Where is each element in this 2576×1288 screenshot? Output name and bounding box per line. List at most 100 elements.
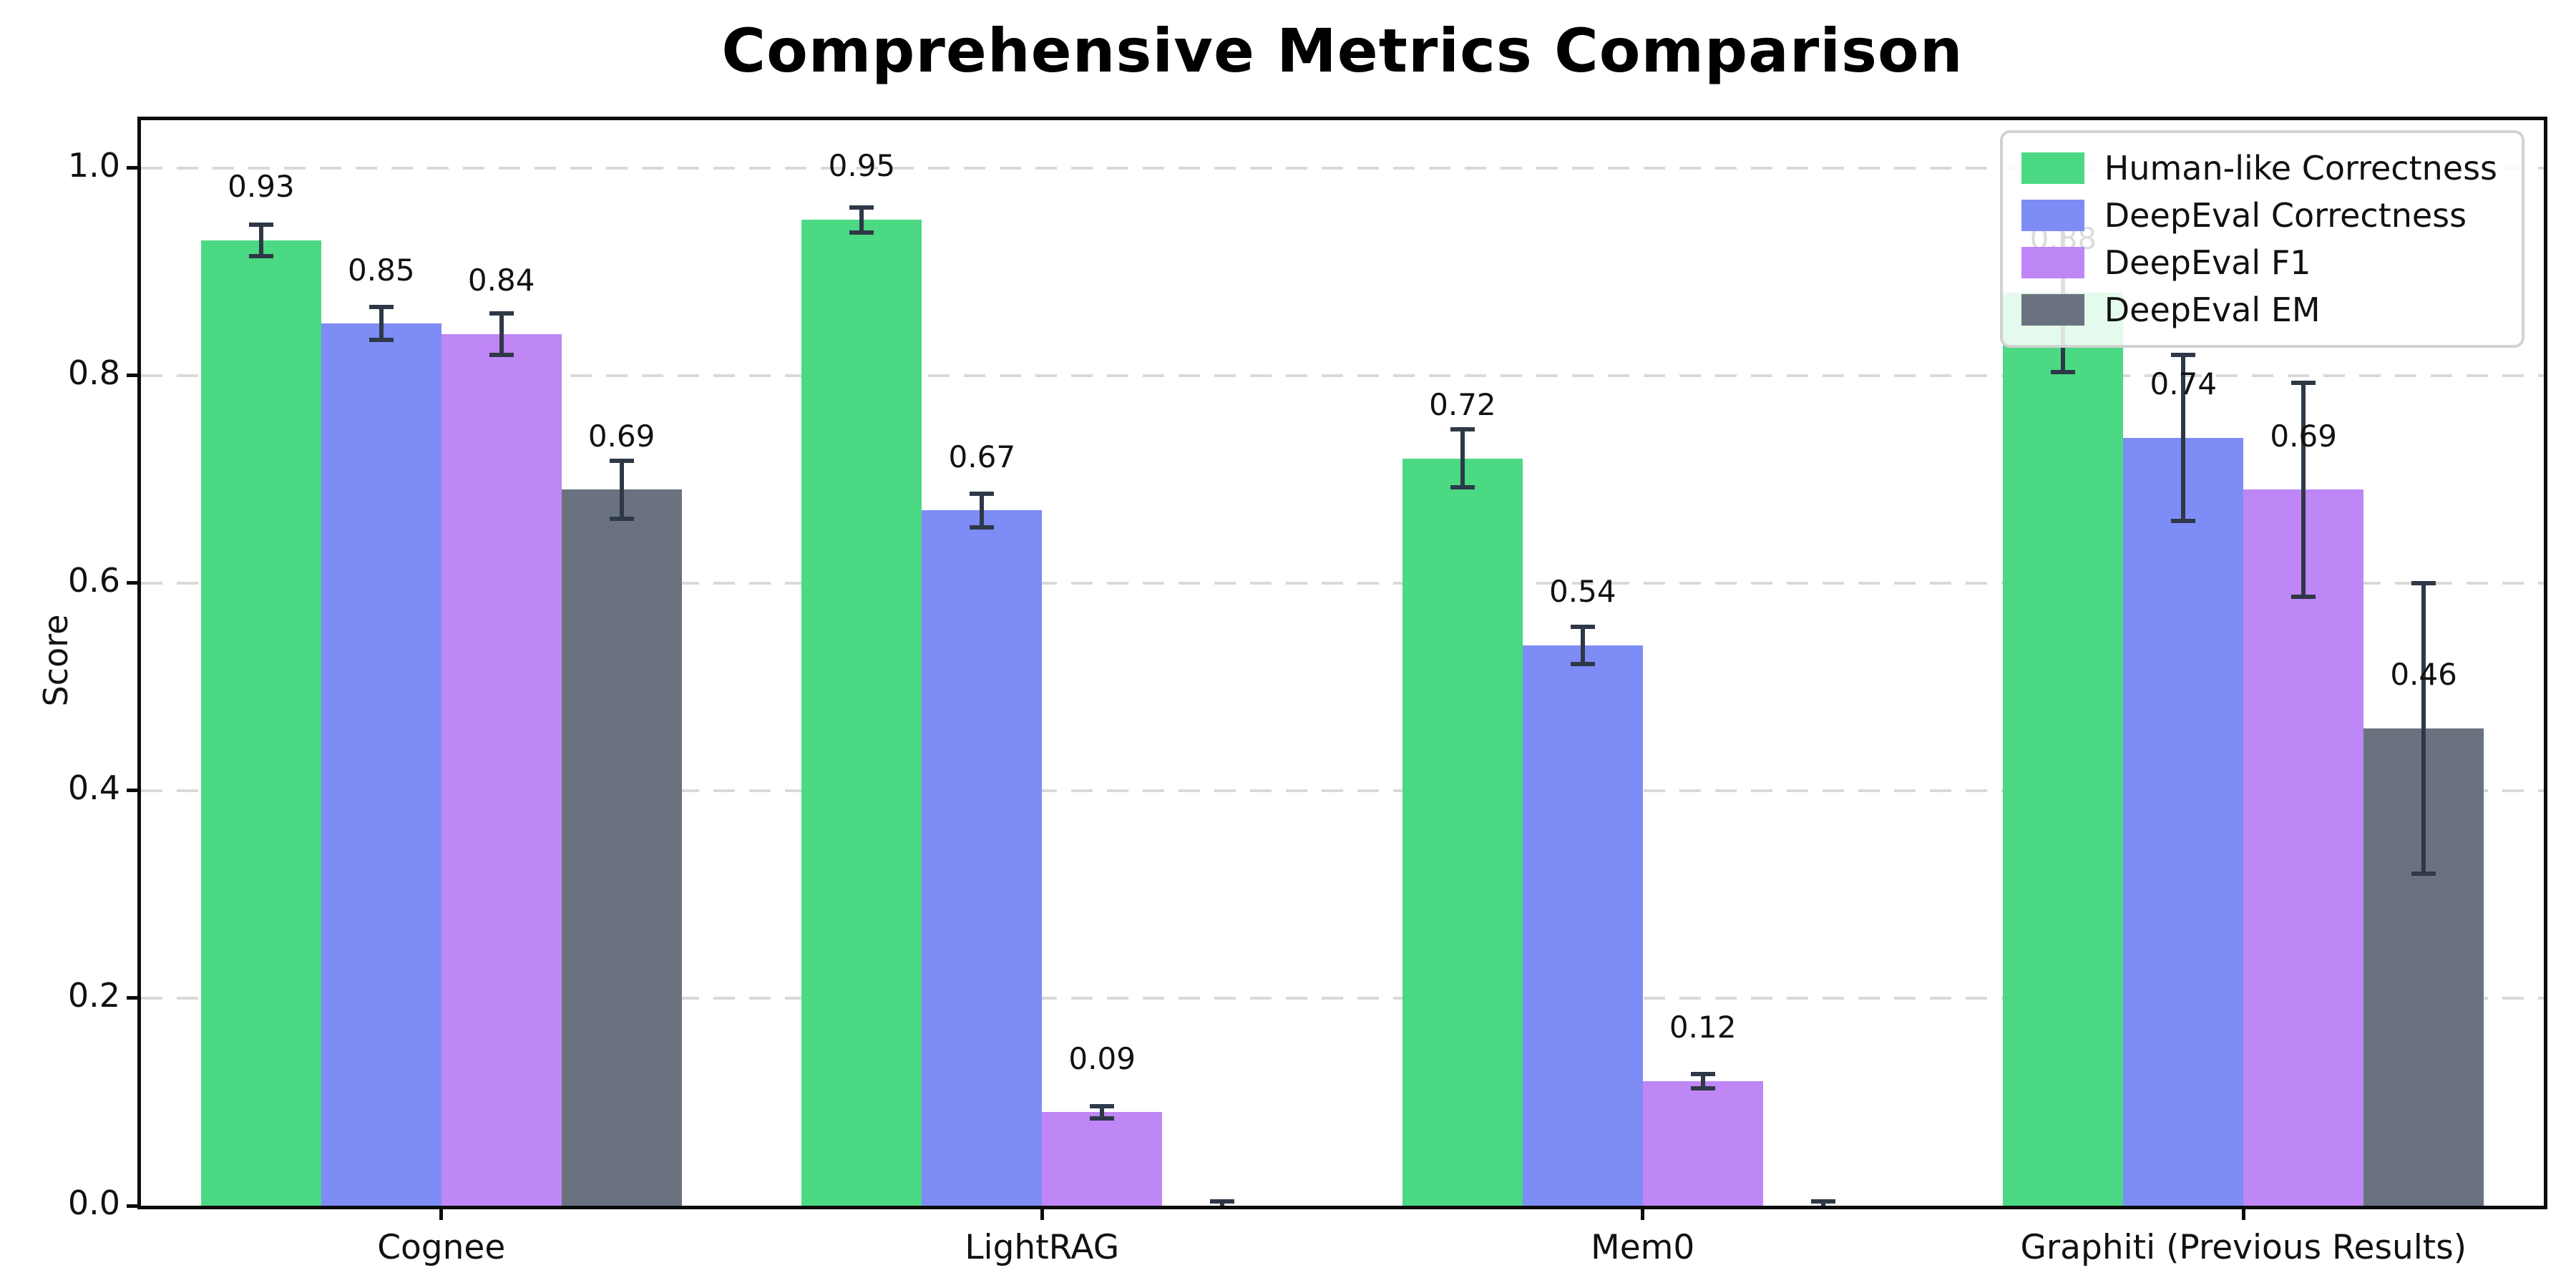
bar-deepeval-f1	[2243, 489, 2364, 1206]
error-bar-cap-top	[369, 305, 394, 310]
error-bar-cap-bottom	[489, 352, 514, 357]
legend: Human-like Correctness DeepEval Correctne…	[1999, 130, 2524, 348]
bar-value-label: 0.74	[2150, 366, 2218, 402]
legend-label: Human-like Correctness	[2104, 149, 2497, 187]
error-bar-line	[1700, 1073, 1705, 1089]
bar-value-label: 0.67	[948, 439, 1016, 474]
error-bar-cap-bottom	[2411, 871, 2436, 876]
x-tick-label-2: Mem0	[1591, 1228, 1695, 1267]
bar-human-like-correctness	[200, 240, 321, 1206]
y-tick-label: 1.0	[67, 145, 120, 185]
gridline-y-0.8	[141, 374, 2544, 377]
legend-swatch	[2021, 247, 2084, 278]
bar-deepeval-correctness	[321, 323, 441, 1206]
plot-area: 0.930.950.720.880.850.670.540.740.840.09…	[141, 120, 2544, 1206]
error-bar-cap-top	[2171, 352, 2196, 357]
error-bar-cap-bottom	[2171, 518, 2196, 523]
error-bar-cap-top	[1810, 1199, 1835, 1204]
x-tick-mark	[1040, 1206, 1044, 1220]
error-bar-cap-bottom	[1690, 1086, 1715, 1091]
bar-deepeval-correctness	[922, 510, 1043, 1206]
bar-human-like-correctness	[1402, 458, 1523, 1206]
y-tick-mark	[127, 789, 141, 793]
error-bar-cap-top	[1450, 427, 1475, 432]
error-bar-cap-bottom	[2051, 370, 2076, 375]
x-tick-label-0: Cognee	[377, 1228, 506, 1267]
legend-item: Human-like Correctness	[2021, 149, 2497, 187]
error-bar-cap-top	[609, 458, 634, 463]
bar-value-label: 0.72	[1429, 387, 1496, 423]
bar-deepeval-correctness	[2123, 437, 2244, 1206]
error-bar-line	[1100, 1106, 1105, 1119]
x-tick-label-3: Graphiti (Previous Results)	[2020, 1228, 2467, 1267]
y-tick-label: 0.2	[67, 975, 120, 1015]
error-bar-line	[859, 207, 864, 233]
bar-value-label: 0.69	[587, 418, 655, 454]
bar-value-label: 0.54	[1549, 574, 1616, 610]
bar-value-label: 0.95	[828, 148, 896, 184]
chart-title: Comprehensive Metrics Comparison	[721, 16, 1963, 86]
bar-value-label: 0.09	[1068, 1040, 1136, 1076]
bar-human-like-correctness	[801, 220, 922, 1206]
bar-deepeval-em	[561, 489, 682, 1206]
y-tick-label: 0.8	[67, 353, 120, 392]
bar-value-label: 0.12	[1669, 1010, 1737, 1045]
y-tick-mark	[127, 581, 141, 585]
legend-item: DeepEval EM	[2021, 291, 2497, 329]
error-bar-cap-bottom	[1570, 661, 1595, 666]
error-bar-cap-top	[1570, 624, 1595, 629]
error-bar-cap-top	[970, 492, 995, 497]
y-tick-label: 0.0	[67, 1184, 120, 1222]
bar-value-label: 0.46	[2390, 657, 2457, 693]
gridline-y-0.6	[141, 581, 2544, 585]
error-bar-cap-top	[2411, 580, 2436, 585]
legend-label: DeepEval F1	[2104, 243, 2311, 282]
y-tick-mark	[127, 374, 141, 378]
error-bar-line	[499, 313, 504, 355]
y-axis-title: Score	[36, 614, 75, 707]
y-tick-label: 0.6	[67, 560, 120, 600]
gridline-y-1	[141, 166, 2544, 170]
y-tick-mark	[127, 1204, 141, 1208]
error-bar-line	[2301, 382, 2306, 597]
bar-value-label: 0.84	[467, 263, 535, 298]
error-bar-line	[2421, 582, 2426, 874]
gridline-y-0.2	[141, 996, 2544, 1000]
error-bar-cap-top	[248, 223, 273, 228]
bar-human-like-correctness	[2003, 292, 2124, 1206]
bar-value-label: 0.93	[228, 169, 295, 205]
error-bar-cap-bottom	[369, 338, 394, 343]
legend-swatch	[2021, 152, 2084, 184]
error-bar-line	[258, 225, 263, 256]
error-bar-cap-bottom	[1450, 485, 1475, 490]
legend-label: DeepEval Correctness	[2104, 196, 2467, 235]
error-bar-line	[379, 307, 384, 341]
bar-deepeval-f1	[441, 333, 562, 1206]
error-bar-cap-top	[849, 205, 874, 210]
legend-swatch	[2021, 294, 2084, 326]
x-tick-label-1: LightRAG	[965, 1228, 1120, 1267]
error-bar-line	[619, 460, 624, 519]
error-bar-cap-top	[2291, 380, 2316, 385]
gridline-y-0.4	[141, 789, 2544, 792]
y-tick-label: 0.4	[67, 768, 120, 807]
y-tick-mark	[127, 996, 141, 1000]
legend-item: DeepEval Correctness	[2021, 196, 2497, 235]
bar-deepeval-f1	[1642, 1080, 1763, 1206]
error-bar-cap-bottom	[970, 525, 995, 530]
error-bar-cap-bottom	[849, 230, 874, 235]
error-bar-cap-top	[1210, 1199, 1235, 1204]
bar-deepeval-f1	[1042, 1112, 1163, 1206]
error-bar-line	[1460, 429, 1465, 488]
error-bar-cap-top	[489, 311, 514, 316]
x-tick-mark	[1641, 1206, 1645, 1220]
error-bar-line	[980, 494, 985, 527]
error-bar-cap-top	[1690, 1071, 1715, 1076]
bar-value-label: 0.69	[2270, 418, 2337, 454]
x-tick-mark	[2241, 1206, 2245, 1220]
error-bar-line	[2181, 354, 2186, 521]
error-bar-cap-top	[1090, 1103, 1115, 1108]
legend-item: DeepEval F1	[2021, 243, 2497, 282]
x-tick-mark	[439, 1206, 444, 1220]
